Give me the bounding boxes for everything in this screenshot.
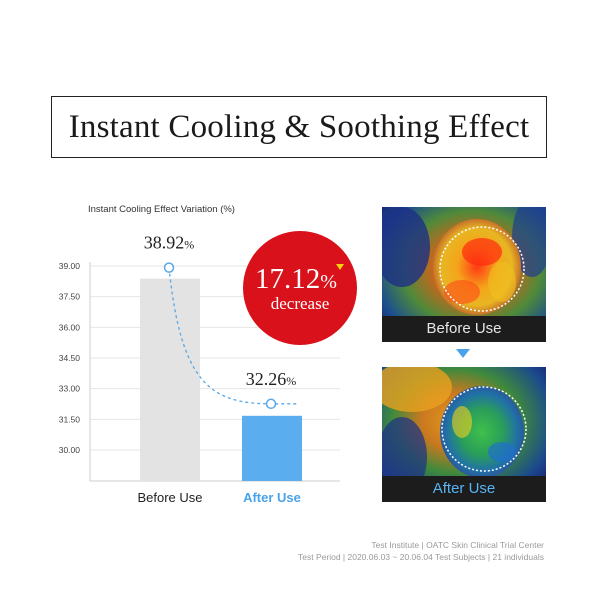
bar-before-use: [140, 278, 200, 481]
y-tick-label: 36.00: [59, 322, 81, 332]
y-tick-label: 34.50: [59, 353, 81, 363]
y-tick-label: 30.00: [59, 445, 81, 455]
badge-unit: %: [320, 271, 337, 293]
down-arrow-icon: [456, 349, 470, 358]
footer-test-institute: Test Institute | OATC Skin Clinical Tria…: [371, 540, 544, 550]
after-thermal-image: After Use: [382, 367, 546, 502]
y-tick-label: 31.50: [59, 414, 81, 424]
category-label-before: Before Use: [137, 490, 202, 505]
y-tick-label: 33.00: [59, 384, 81, 394]
marker-after-use: [265, 398, 277, 410]
chart-title: Instant Cooling Effect Variation (%): [88, 204, 235, 215]
value-labels: 38.92% 32.26%: [144, 233, 297, 389]
value-label: 38.92%: [144, 233, 195, 253]
marker-before-use: [163, 262, 175, 273]
value-label: 32.26%: [246, 369, 297, 389]
y-tick-label: 39.00: [59, 261, 81, 271]
badge-circle: [243, 231, 357, 345]
category-label-after: After Use: [243, 490, 301, 505]
y-tick-label: 37.50: [59, 292, 81, 302]
decrease-badge: 17.12% decrease: [243, 231, 357, 345]
bar-after-use: [242, 415, 302, 481]
footer-test-period: Test Period | 2020.06.03 ~ 20.06.04 Test…: [298, 552, 544, 562]
trend-line: [168, 267, 299, 405]
value-markers: [163, 262, 277, 410]
badge-triangle-icon: [336, 264, 344, 270]
badge-value: 17.12%: [255, 263, 337, 295]
category-labels: Before Use After Use: [137, 490, 300, 505]
page-title: Instant Cooling & Soothing Effect: [68, 108, 530, 145]
bars: [140, 278, 302, 481]
after-image-label: After Use: [382, 476, 546, 502]
before-thermal-image: Before Use: [382, 207, 546, 342]
title-box: Instant Cooling & Soothing Effect: [51, 96, 547, 158]
y-tick-labels: 39.00 37.50 36.00 34.50 33.00 31.50 30.00: [59, 261, 81, 455]
badge-label: decrease: [271, 294, 330, 313]
before-image-label: Before Use: [382, 316, 546, 342]
